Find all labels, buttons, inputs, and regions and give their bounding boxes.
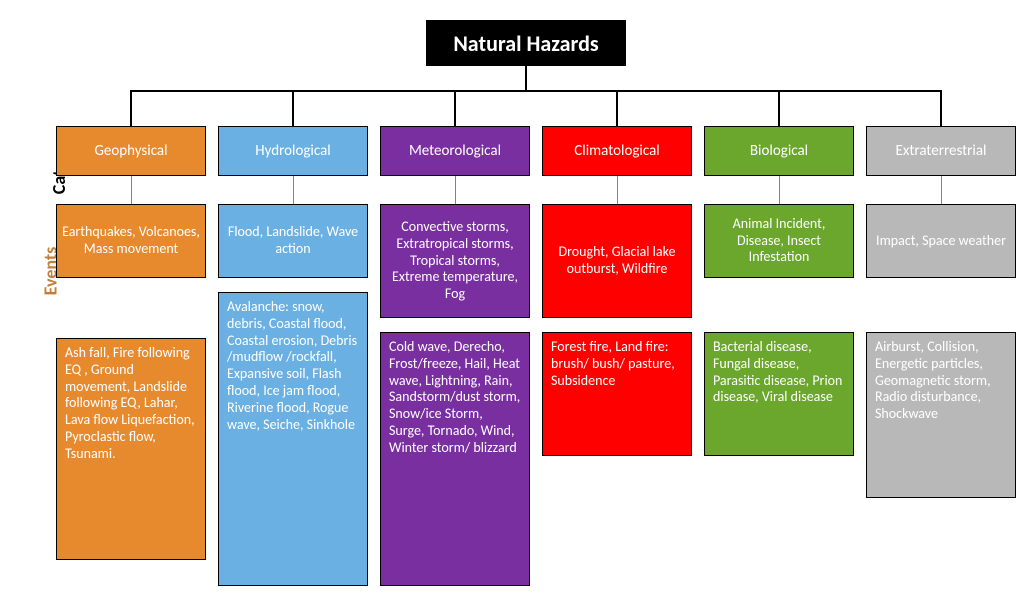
cat-ev-line-geo [131,176,132,204]
peril-extra: Airburst, Collision, Energetic particles… [866,332,1016,498]
title-text: Natural Hazards [453,30,598,57]
peril-text: Airburst, Collision, Energetic particles… [875,339,1007,423]
events-hydro: Flood, Landslide, Wave action [218,204,368,278]
events-text: Impact, Space weather [876,233,1006,250]
events-text: Convective storms, Extratropical storms,… [385,219,525,303]
peril-text: Cold wave, Derecho, Frost/freeze, Hail, … [389,339,521,457]
bus-line [131,90,941,92]
cat-ev-line-hydro [293,176,294,204]
peril-text: Avalanche: snow, debris, Coastal flood, … [227,299,359,433]
peril-clim: Forest fire, Land fire: brush/ bush/ pas… [542,332,692,456]
category-extra: Extraterrestrial [866,126,1016,176]
events-text: Animal Incident, Disease, Insect Infesta… [709,216,849,266]
events-text: Drought, Glacial lake outburst, Wildfire [547,244,687,278]
category-label: Hydrological [255,142,330,160]
title-box: Natural Hazards [426,20,626,66]
events-clim: Drought, Glacial lake outburst, Wildfire [542,204,692,318]
drop-line-clim [616,90,618,126]
category-bio: Biological [704,126,854,176]
category-met: Meteorological [380,126,530,176]
stem-line [525,66,527,90]
category-label: Extraterrestrial [896,142,987,160]
events-geo: Earthquakes, Volcanoes, Mass movement [56,204,206,278]
peril-text: Forest fire, Land fire: brush/ bush/ pas… [551,339,683,389]
category-clim: Climatological [542,126,692,176]
category-label: Meteorological [409,142,501,160]
events-text: Flood, Landslide, Wave action [223,224,363,258]
events-text: Earthquakes, Volcanoes, Mass movement [61,224,201,258]
cat-ev-line-met [455,176,456,204]
events-extra: Impact, Space weather [866,204,1016,278]
peril-hydro: Avalanche: snow, debris, Coastal flood, … [218,292,368,586]
events-met: Convective storms, Extratropical storms,… [380,204,530,318]
drop-line-hydro [292,90,294,126]
category-hydro: Hydrological [218,126,368,176]
cat-ev-line-bio [779,176,780,204]
drop-line-met [454,90,456,126]
peril-geo: Ash fall, Fire following EQ , Ground mov… [56,338,206,560]
peril-bio: Bacterial disease, Fungal disease, Paras… [704,332,854,456]
peril-text: Bacterial disease, Fungal disease, Paras… [713,339,845,406]
drop-line-bio [778,90,780,126]
category-label: Climatological [574,142,659,160]
drop-line-geo [130,90,132,126]
category-label: Geophysical [94,142,167,160]
drop-line-extra [940,90,942,126]
peril-text: Ash fall, Fire following EQ , Ground mov… [65,345,197,463]
peril-met: Cold wave, Derecho, Frost/freeze, Hail, … [380,332,530,586]
events-bio: Animal Incident, Disease, Insect Infesta… [704,204,854,278]
cat-ev-line-extra [941,176,942,204]
cat-ev-line-clim [617,176,618,204]
category-label: Biological [750,142,808,160]
category-geo: Geophysical [56,126,206,176]
